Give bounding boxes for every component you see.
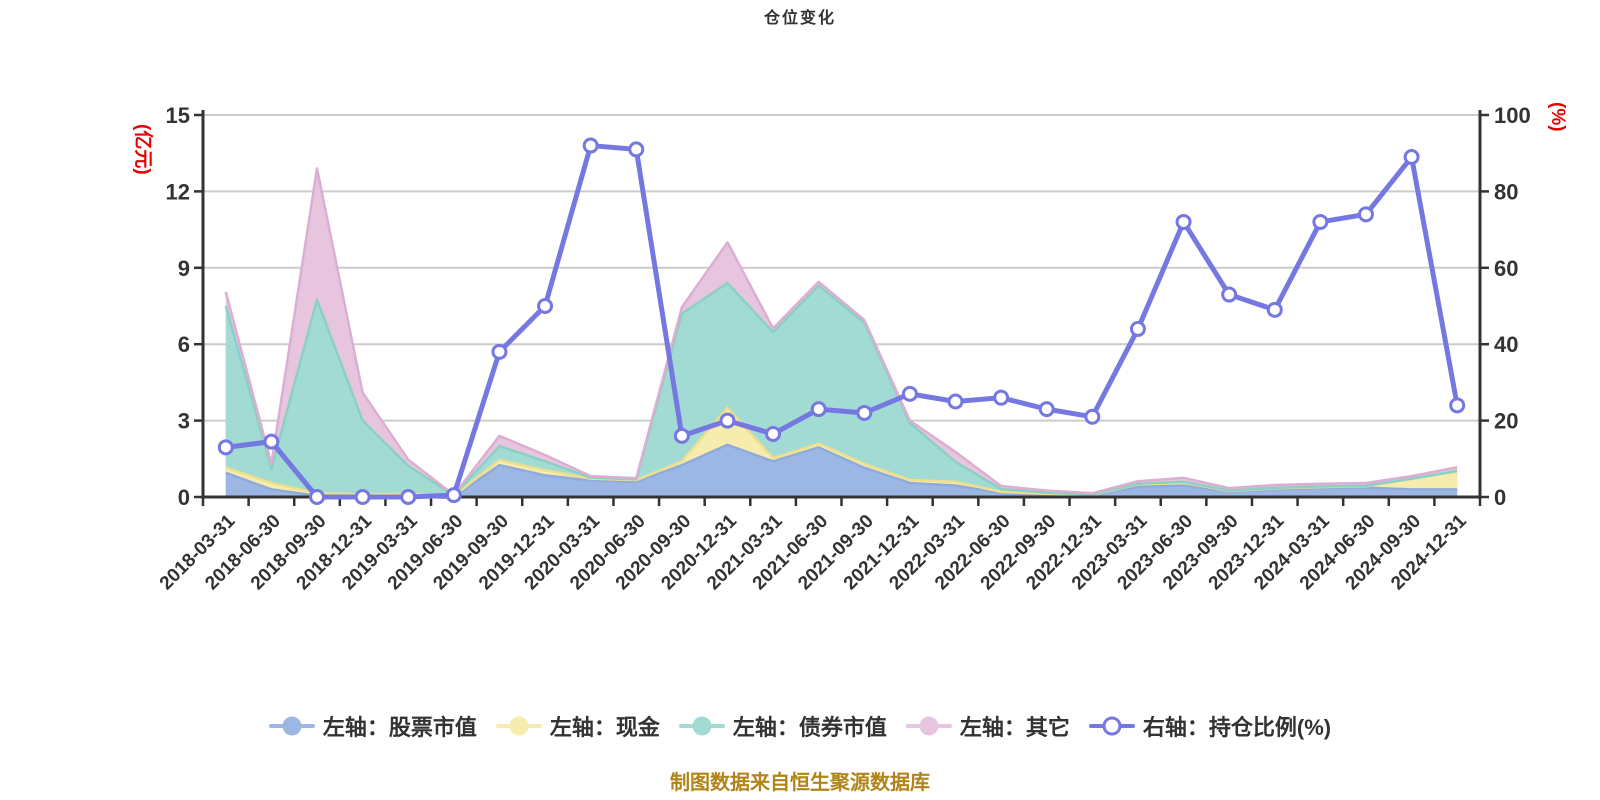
area-series-2 [225, 283, 1458, 497]
line-marker [263, 433, 280, 450]
line-marker [628, 141, 645, 158]
line-marker [810, 401, 827, 418]
line-marker [719, 412, 736, 429]
legend-marker-icon [905, 716, 952, 736]
legend-item-3[interactable]: 左轴：其它 [905, 710, 1070, 742]
legend-label: 左轴：其它 [959, 715, 1070, 740]
svg-text:20: 20 [1494, 409, 1518, 434]
svg-text:12: 12 [166, 179, 190, 204]
svg-text:15: 15 [166, 103, 190, 128]
position-ratio-markers [217, 137, 1466, 505]
legend-marker-icon [495, 716, 542, 736]
line-marker [1129, 320, 1146, 337]
svg-text:0: 0 [1494, 485, 1506, 510]
line-marker [1084, 408, 1101, 425]
line-marker [673, 427, 690, 444]
svg-text:100: 100 [1494, 103, 1531, 128]
line-marker [537, 298, 554, 314]
line-marker [765, 425, 782, 442]
legend-item-2[interactable]: 左轴：债券市值 [678, 710, 887, 742]
line-marker [1403, 149, 1420, 166]
legend-label: 右轴：持仓比例(%) [1142, 715, 1332, 740]
legend-marker-icon [268, 716, 315, 736]
line-marker [993, 389, 1010, 406]
line-marker [217, 439, 234, 456]
line-marker [491, 343, 508, 360]
line-marker [1038, 401, 1055, 418]
y-axis-labels-left: 0 3 6 9 12 15 [166, 103, 190, 510]
legend-label: 左轴：股票市值 [322, 715, 477, 740]
svg-text:60: 60 [1494, 256, 1518, 281]
svg-text:3: 3 [178, 409, 190, 434]
line-marker [901, 385, 918, 402]
line-marker [1221, 286, 1238, 303]
y-axis-labels-right: 0 20 40 60 80 100 [1494, 103, 1531, 510]
line-marker [1266, 301, 1283, 318]
left-axis-unit-label: (亿元) [132, 124, 155, 175]
legend: 左轴：股票市值 左轴：现金 左轴：债券市值 左轴：其它 右轴：持仓比例(%) [0, 710, 1600, 742]
line-marker [309, 489, 326, 505]
line-marker [400, 489, 417, 505]
line-marker [1357, 206, 1374, 223]
area-edge-2 [224, 281, 1458, 497]
svg-text:6: 6 [178, 332, 190, 357]
area-series-0 [225, 444, 1458, 497]
x-axis-labels: 2018-03-312018-06-302018-09-302018-12-31… [156, 510, 1471, 594]
line-marker [1175, 213, 1192, 230]
line-marker [1312, 213, 1329, 230]
legend-item-4[interactable]: 右轴：持仓比例(%) [1088, 710, 1332, 742]
svg-text:80: 80 [1494, 179, 1518, 204]
area-edge-3 [224, 167, 1458, 497]
line-marker [445, 487, 462, 504]
line-marker [1449, 397, 1466, 414]
svg-text:40: 40 [1494, 332, 1518, 357]
position-ratio-line [223, 143, 1460, 500]
chart-title: 仓位变化 [763, 10, 836, 27]
line-marker [856, 404, 873, 421]
legend-label: 左轴：债券市值 [732, 715, 887, 740]
line-marker [947, 393, 964, 410]
line-marker [582, 137, 599, 154]
legend-marker-icon [678, 716, 725, 736]
legend-item-1[interactable]: 左轴：现金 [495, 710, 660, 742]
right-axis-unit-label: (%) [1547, 102, 1568, 132]
line-marker [354, 489, 371, 505]
legend-marker-icon [1088, 716, 1135, 736]
legend-label: 左轴：现金 [549, 715, 660, 740]
legend-item-0[interactable]: 左轴：股票市值 [268, 710, 477, 742]
svg-text:0: 0 [178, 485, 190, 510]
data-source-caption: 制图数据来自恒生聚源数据库 [670, 772, 930, 794]
svg-text:9: 9 [178, 256, 190, 281]
